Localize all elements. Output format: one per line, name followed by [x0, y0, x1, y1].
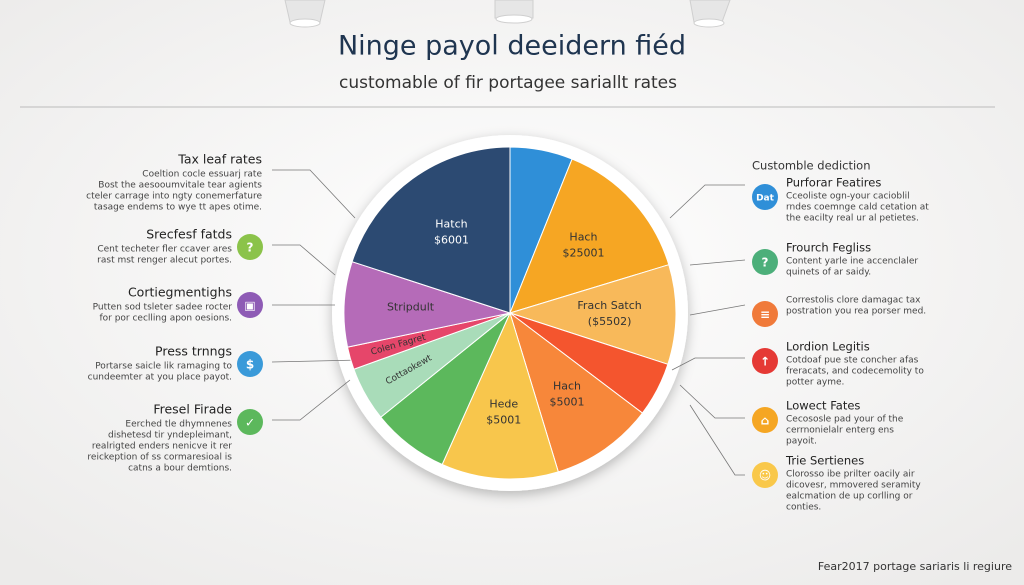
callout-text: Coeltion cocle essuarj rate — [142, 170, 262, 180]
icon-glyph: ? — [762, 256, 769, 270]
callout-text: payoit. — [786, 437, 817, 447]
callout-text: cteler carrage into ngty conemerfature — [86, 192, 262, 202]
callout-text: reickeption of ss cormaresioal is — [87, 453, 232, 463]
pie-slice — [509, 158, 670, 314]
callout-text: dishetesd tir yndepleimant, — [108, 431, 232, 441]
callout-title: Lowect Fates — [786, 399, 860, 413]
callout-text: rndes coemnge cald cetation at — [786, 203, 929, 213]
callout-title: Srecfesf fatds — [146, 227, 232, 242]
leader-lines — [271, 169, 746, 476]
icon-glyph: $ — [246, 358, 254, 372]
callout-title: Purforar Featires — [786, 176, 881, 190]
icon-glyph: Dat — [756, 194, 775, 204]
right-header: Customble dediction — [752, 159, 871, 173]
callout-text: cerrnonielalr enterg ens — [786, 426, 894, 436]
callout-text: potter ayme. — [786, 378, 844, 388]
footer: Fear2017 portage sariaris li regiure — [818, 560, 1012, 573]
callout-text: rast mst renger alecut portes. — [97, 256, 232, 266]
slice-label: Hede — [489, 397, 518, 410]
callout-text: conties. — [786, 503, 821, 513]
callout-title: Lordion Legitis — [786, 340, 870, 354]
icon-glyph: ✓ — [245, 416, 255, 430]
pie-slice — [441, 311, 559, 480]
slice-label: Stripdult — [387, 301, 435, 314]
callout-text: Putten sod tsleter sadee rocter — [93, 303, 233, 313]
icon-glyph: ⌂ — [761, 414, 770, 428]
callout-text: Clorosso ibe prilter oacily air — [786, 470, 915, 480]
icon-glyph: ? — [247, 241, 254, 255]
pie-slice — [509, 311, 644, 473]
icon — [237, 409, 263, 435]
callout-text: freracats, and codecemolity to — [786, 367, 924, 377]
callout-text: Cent techeter fler ccaver ares — [97, 245, 232, 255]
callout-text: realrigted enders nenicve it rer — [92, 442, 232, 452]
subtitle: customable of ﬁr portagee sariallt rates — [339, 73, 677, 93]
slice-amount: ($5502) — [588, 315, 632, 328]
callout-title: Tax leaf rates — [177, 152, 262, 167]
callout-text: Cecososle pad your of the — [786, 415, 904, 425]
callout-title: Press trnngs — [155, 344, 232, 359]
icon-glyph: ↑ — [760, 355, 770, 369]
icon — [752, 249, 778, 275]
title: Ninge payol deeidern fiéd — [338, 31, 686, 62]
callout-text: quinets of ar saidy. — [786, 268, 871, 278]
callout-text: Bost the aesooumvitale tear agients — [98, 181, 262, 191]
callout-text: Correstolis clore damagac tax — [786, 296, 921, 306]
pie-slice — [343, 261, 512, 348]
slice-label: Frach Satch — [577, 299, 641, 312]
callout-text: Eerched tle dhymnenes — [125, 420, 232, 430]
ceiling-lights — [284, 0, 731, 28]
icon — [752, 407, 778, 433]
icon — [237, 234, 263, 260]
callout-text: for por ceclling apon oesions. — [99, 314, 232, 324]
callout-text: the eacilty real ur al petietes. — [786, 214, 919, 224]
slice-amount: $5001 — [550, 396, 585, 409]
icon — [237, 351, 263, 377]
icon — [752, 184, 778, 210]
callout-text: Content yarle ine accenclaler — [786, 257, 918, 267]
callout-text: postration you rea porser med. — [786, 307, 926, 317]
slice-amount: $5001 — [486, 413, 521, 426]
pie-slice — [508, 264, 677, 365]
icon — [752, 462, 778, 488]
callout-text: cundeemter at you place payot. — [88, 373, 232, 383]
callout-text: dicovesr, mmovered seramity — [786, 481, 921, 491]
icon — [752, 348, 778, 374]
slice-amount: $6001 — [434, 233, 469, 246]
icon-glyph: ≡ — [760, 308, 770, 322]
callout-text: tasage endems to wye tt apes otime. — [94, 203, 262, 213]
callout-text: catns a bour demtions. — [128, 464, 232, 474]
callout-title: Cortiegmentighs — [128, 285, 232, 300]
slice-label: Hatch — [435, 217, 467, 230]
callout-title: Trie Sertienes — [785, 454, 864, 468]
callout-text: Portarse saicle lik ramaging to — [95, 362, 232, 372]
callout-title: Fresel Firade — [153, 402, 232, 417]
slice-label: Hach — [569, 231, 597, 244]
callout-text: ealcmation de up corlling or — [786, 492, 913, 502]
pie-slice — [351, 146, 511, 314]
callout-title: Frourch Fegliss — [786, 241, 871, 255]
icon — [237, 292, 263, 318]
icon — [752, 301, 778, 327]
slice-label: Hach — [553, 380, 581, 393]
callout-text: Cotdoaf pue ste concher afas — [786, 356, 919, 366]
callout-text: Cceoliste ogn-your cacioblil — [786, 192, 910, 202]
icon-glyph: ▣ — [244, 299, 255, 313]
slice-amount: $25001 — [562, 247, 604, 260]
icon-glyph: ☺ — [759, 469, 772, 483]
